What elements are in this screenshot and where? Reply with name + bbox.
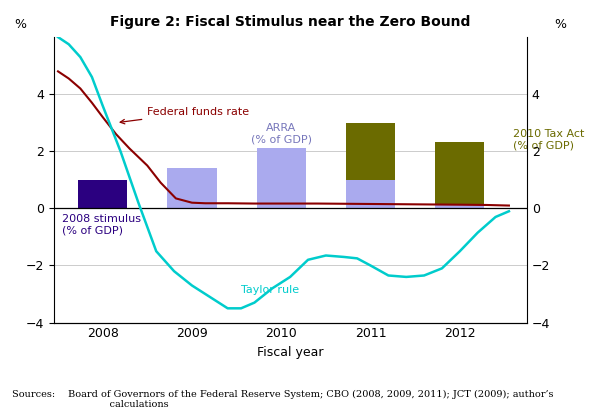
Bar — [78, 180, 127, 208]
Text: Taylor rule: Taylor rule — [241, 285, 299, 295]
Text: %: % — [554, 18, 566, 31]
Bar — [346, 180, 395, 208]
Title: Figure 2: Fiscal Stimulus near the Zero Bound: Figure 2: Fiscal Stimulus near the Zero … — [110, 15, 470, 29]
Text: Sources:  Board of Governors of the Federal Reserve System; CBO (2008, 2009, 201: Sources: Board of Governors of the Feder… — [12, 389, 554, 409]
Bar — [167, 169, 217, 208]
Bar — [346, 123, 395, 180]
Text: 2010 Tax Act
(% of GDP): 2010 Tax Act (% of GDP) — [514, 129, 585, 151]
X-axis label: Fiscal year: Fiscal year — [257, 346, 323, 359]
Bar — [435, 142, 484, 205]
Bar — [257, 148, 306, 208]
Text: %: % — [14, 18, 26, 31]
Bar — [435, 205, 484, 208]
Text: 2008 stimulus
(% of GDP): 2008 stimulus (% of GDP) — [62, 214, 142, 236]
Text: ARRA
(% of GDP): ARRA (% of GDP) — [251, 122, 312, 144]
Text: Federal funds rate: Federal funds rate — [120, 107, 250, 124]
